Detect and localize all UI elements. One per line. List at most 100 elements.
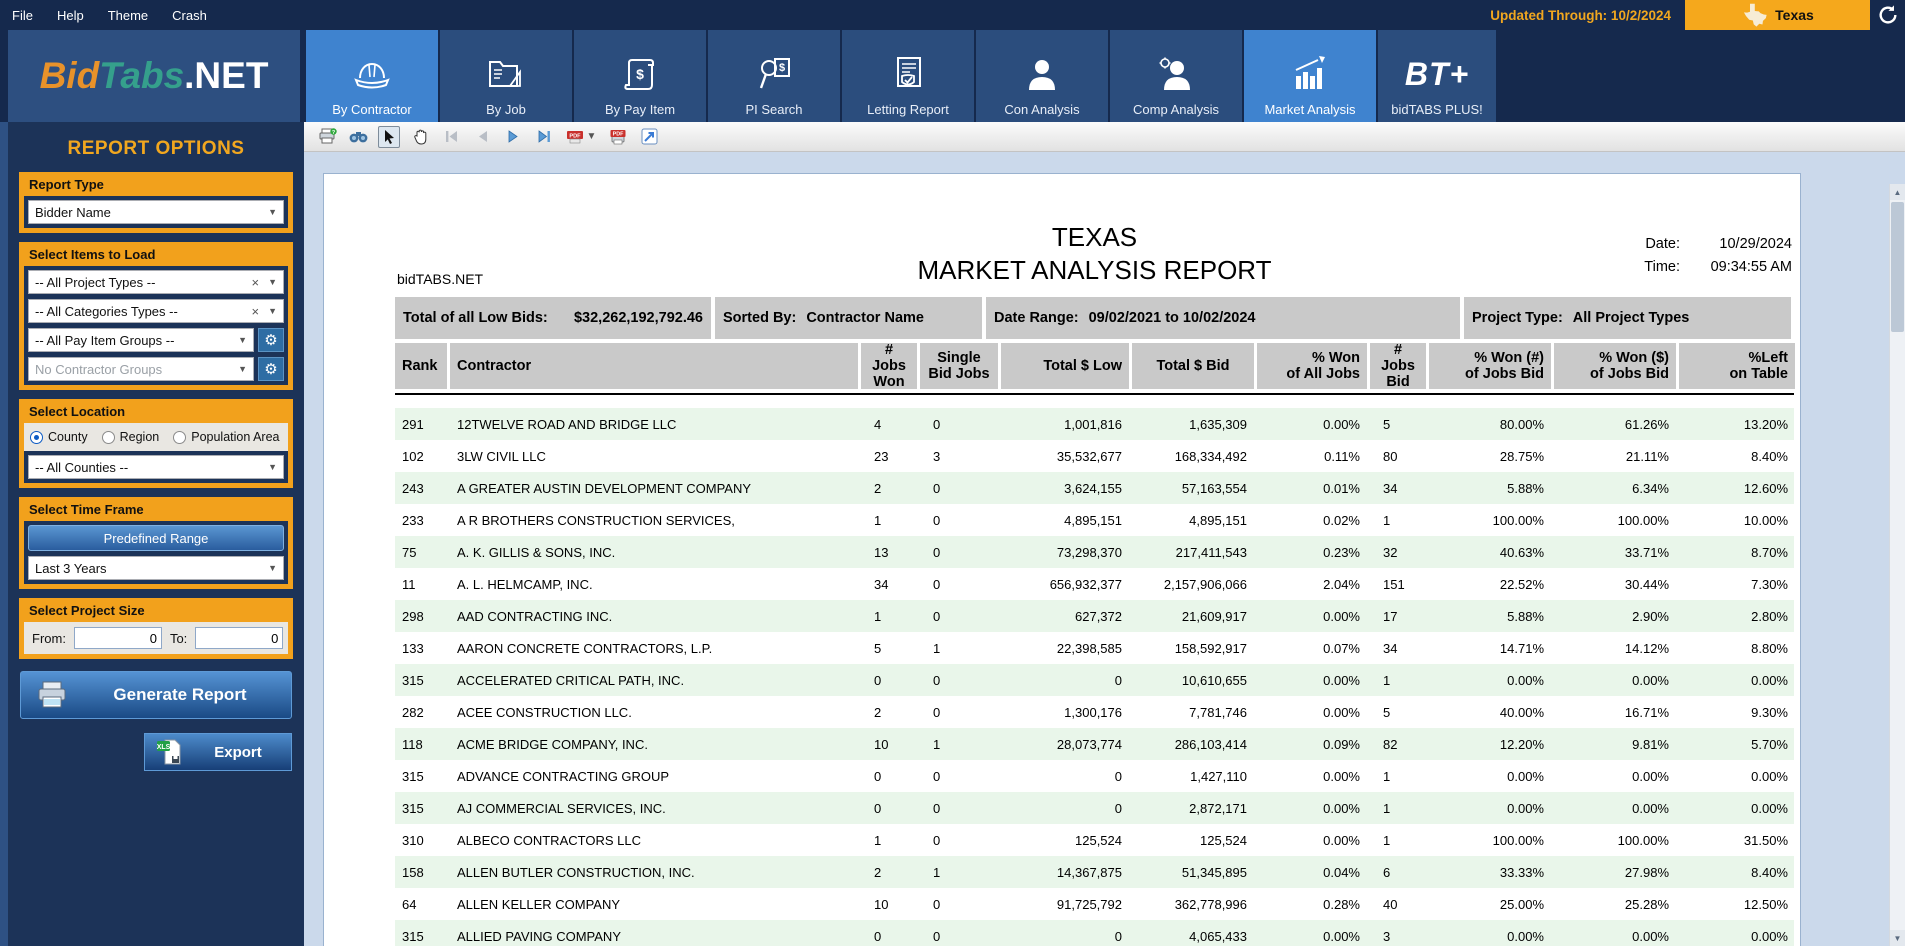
generate-report-button[interactable]: Generate Report [20, 671, 292, 719]
table-cell: 11 [402, 576, 416, 592]
search-binoculars-icon[interactable] [347, 126, 369, 148]
table-cell: 158,592,917 [1174, 640, 1247, 656]
project-size-header: Select Project Size [29, 603, 145, 618]
table-cell: 57,163,554 [1181, 480, 1247, 496]
vertical-scrollbar[interactable]: ▲ ▼ [1889, 184, 1905, 946]
tab-bidtabs-plus[interactable]: BT+ bidTABS PLUS! [1378, 30, 1496, 122]
tab-market-analysis[interactable]: Market Analysis [1244, 30, 1376, 122]
scroll-up-icon[interactable]: ▲ [1890, 184, 1905, 200]
table-cell: 0.00% [1323, 800, 1360, 816]
table-cell: 25.00% [1499, 896, 1544, 912]
column-header: Contractor [450, 343, 858, 389]
tab-con-analysis[interactable]: Con Analysis [976, 30, 1108, 122]
table-row: 64 ALLEN KELLER COMPANY 10 0 91,725,792 362,7… [395, 888, 1794, 920]
export-button[interactable]: XLS Export [144, 733, 292, 771]
table-cell: 33.71% [1624, 544, 1669, 560]
table-cell: 0.00% [1323, 416, 1360, 432]
radio-county[interactable]: County [30, 430, 88, 444]
radio-population-area[interactable]: Population Area [173, 430, 280, 444]
report-type-dropdown[interactable]: Bidder Name ▼ [28, 200, 284, 224]
chevron-down-icon: ▼ [238, 364, 247, 374]
tab-by-job[interactable]: By Job [440, 30, 572, 122]
report-summary-bar: Total of all Low Bids: $32,262,192,792.4… [395, 297, 1794, 339]
contractor-groups-settings-button[interactable]: ⚙ [258, 357, 284, 381]
pay-item-groups-settings-button[interactable]: ⚙ [258, 328, 284, 352]
table-cell: 627,372 [1075, 608, 1122, 624]
table-cell: 10.00% [1743, 512, 1788, 528]
table-cell: 73,298,370 [1056, 544, 1122, 560]
logo-bid: Bid [39, 55, 100, 96]
table-cell: 80.00% [1499, 416, 1544, 432]
column-header: # Jobs Bid [1370, 342, 1426, 390]
scrollbar-thumb[interactable] [1891, 202, 1904, 332]
table-cell: 310 [402, 832, 424, 848]
chevron-down-icon: ▼ [268, 563, 277, 573]
tab-strip: By Contractor By Job $ By Pay Item $ PI … [306, 30, 1496, 122]
time-frame-dropdown[interactable]: Last 3 Years ▼ [28, 556, 284, 580]
bar-chart-trend-icon [1288, 48, 1332, 100]
open-report-external-icon[interactable] [638, 126, 660, 148]
tab-by-contractor[interactable]: By Contractor [306, 30, 438, 122]
menu-crash[interactable]: Crash [172, 7, 207, 23]
project-size-to-input[interactable] [195, 627, 284, 649]
project-size-from-input[interactable] [73, 627, 162, 649]
folder-ruler-icon [485, 48, 527, 100]
table-cell: ADVANCE CONTRACTING GROUP [457, 768, 670, 784]
export-pdf-icon[interactable]: PDF ▼ [564, 126, 598, 148]
menu-theme[interactable]: Theme [107, 7, 149, 23]
table-cell: 28,073,774 [1056, 736, 1122, 752]
menu-help[interactable]: Help [56, 7, 84, 23]
table-cell: 1 [1383, 832, 1391, 848]
table-cell: 0 [933, 928, 941, 944]
tab-comp-analysis[interactable]: Comp Analysis [1110, 30, 1242, 122]
prev-page-icon[interactable] [471, 126, 493, 148]
pay-item-groups-dropdown[interactable]: -- All Pay Item Groups -- ▼ [28, 328, 254, 352]
clear-icon[interactable]: × [251, 303, 260, 319]
state-selector-button[interactable]: Texas [1685, 0, 1870, 30]
svg-text:$: $ [779, 62, 785, 74]
table-cell: 2,157,906,066 [1163, 576, 1247, 592]
dropdown-arrow-icon[interactable]: ▼ [586, 131, 597, 142]
scroll-down-icon[interactable]: ▼ [1890, 930, 1905, 946]
last-page-icon[interactable] [533, 126, 555, 148]
menu-bar: File Help Theme Crash Updated Through: 1… [0, 0, 1905, 30]
table-cell: 291 [402, 416, 424, 432]
table-cell: 1,635,309 [1189, 416, 1247, 432]
tab-letting-report[interactable]: Letting Report [842, 30, 974, 122]
next-page-icon[interactable] [502, 126, 524, 148]
pdf-print-icon[interactable]: PDF [607, 126, 629, 148]
clear-icon[interactable]: × [251, 274, 260, 290]
menu-file[interactable]: File [12, 7, 33, 23]
predefined-range-button[interactable]: Predefined Range [28, 525, 284, 551]
refresh-icon[interactable] [1871, 0, 1905, 30]
table-cell: 34 [1383, 480, 1398, 496]
table-cell: 0.00% [1323, 608, 1360, 624]
tab-pi-search[interactable]: $ PI Search [708, 30, 840, 122]
contractor-groups-dropdown[interactable]: No Contractor Groups ▼ [28, 357, 254, 381]
categories-dropdown[interactable]: -- All Categories Types -- × ▼ [28, 299, 284, 323]
print-icon[interactable]: ? [316, 126, 338, 148]
table-cell: 4,895,151 [1189, 512, 1247, 528]
tab-label: PI Search [745, 102, 803, 117]
table-cell: 6 [1383, 864, 1391, 880]
table-row: 11 A. L. HELMCAMP, INC. 34 0 656,932,377 2,15… [395, 568, 1794, 600]
table-cell: 6.34% [1632, 480, 1669, 496]
table-cell: ALLEN BUTLER CONSTRUCTION, INC. [457, 864, 695, 880]
table-cell: 0.23% [1323, 544, 1360, 560]
table-cell: 9.81% [1632, 736, 1669, 752]
summary-project-type: Project Type: All Project Types [1464, 297, 1791, 339]
counties-dropdown[interactable]: -- All Counties -- ▼ [28, 455, 284, 479]
table-cell: 80 [1383, 448, 1398, 464]
radio-region[interactable]: Region [101, 430, 159, 444]
table-cell: 243 [402, 480, 424, 496]
project-types-dropdown[interactable]: -- All Project Types -- × ▼ [28, 270, 284, 294]
table-cell: 5 [874, 640, 882, 656]
viewer-toolbar: ? PDF ▼ [304, 122, 1905, 152]
table-cell: 10 [874, 896, 889, 912]
pan-hand-icon[interactable] [409, 126, 431, 148]
select-cursor-icon[interactable] [378, 125, 400, 148]
tab-by-pay-item[interactable]: $ By Pay Item [574, 30, 706, 122]
table-row: 118 ACME BRIDGE COMPANY, INC. 10 1 28,073,77… [395, 728, 1794, 760]
first-page-icon[interactable] [440, 126, 462, 148]
table-row: 282 ACEE CONSTRUCTION LLC. 2 0 1,300,176 7,78… [395, 696, 1794, 728]
